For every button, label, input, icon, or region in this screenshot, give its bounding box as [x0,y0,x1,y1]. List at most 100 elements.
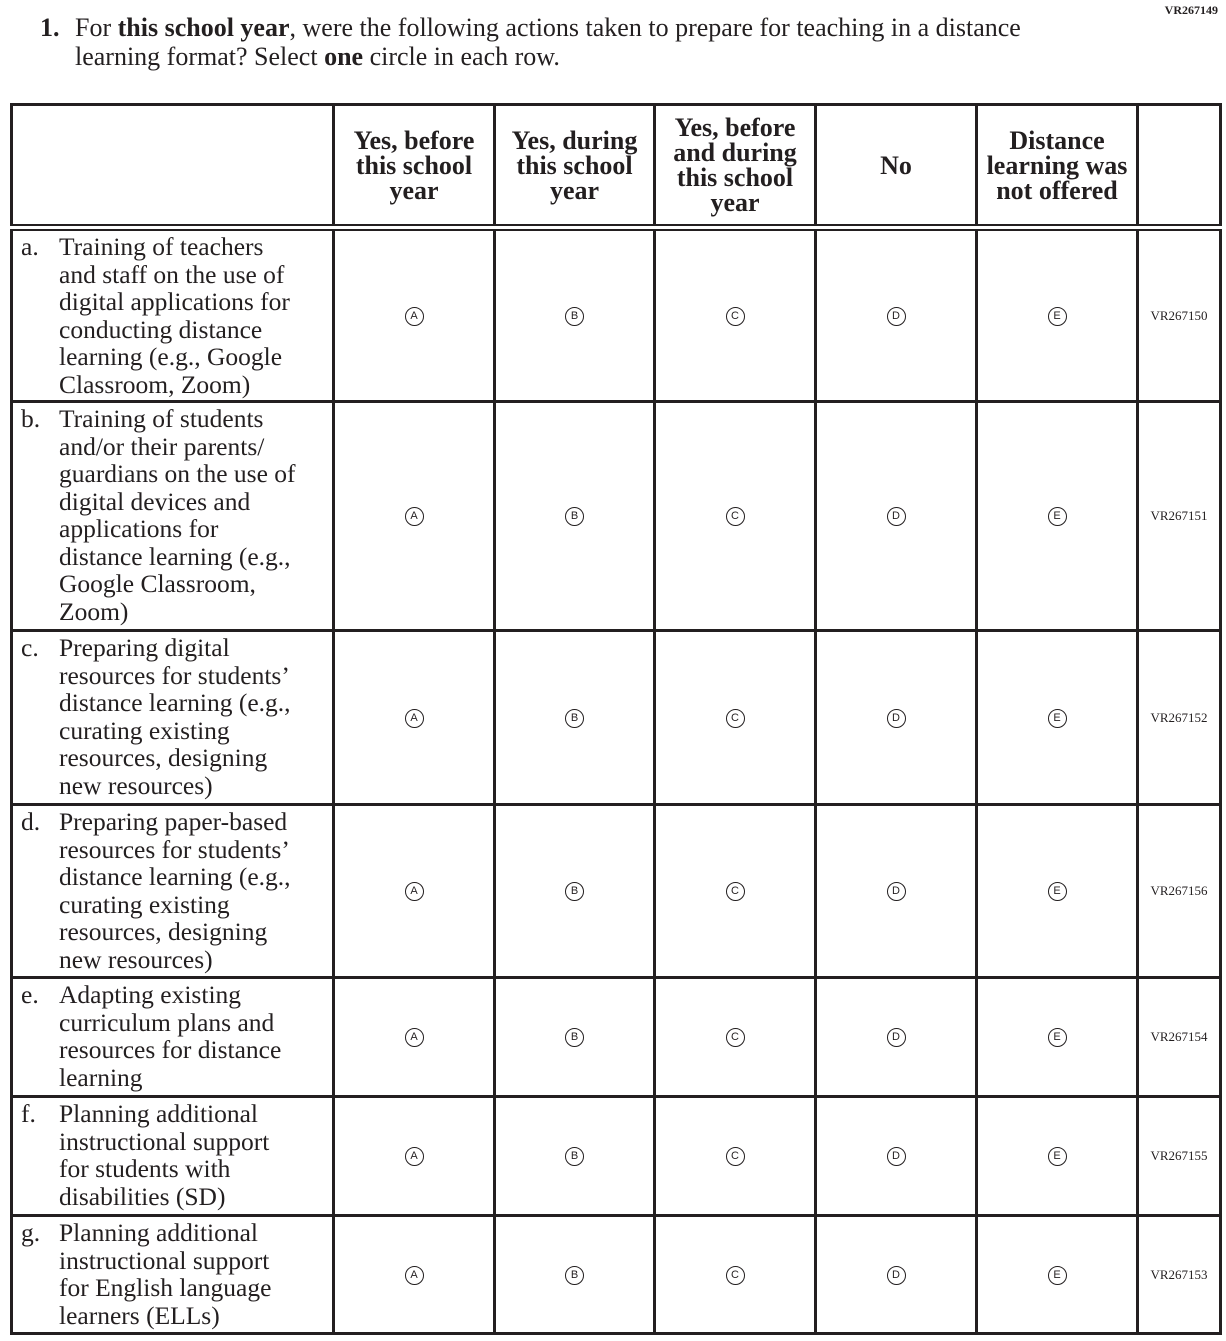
radio-bubble-d[interactable]: D [886,708,906,728]
radio-bubble-d[interactable]: D [886,1147,906,1166]
radio-bubble-c[interactable]: C [725,1028,745,1047]
option-cell: C [653,1095,817,1217]
row-code: VR267153 [1136,1214,1222,1335]
radio-bubble-c[interactable]: C [725,708,745,728]
row-label-line: guardians on the use of [59,459,296,488]
question-part: this school year [117,13,290,42]
row-label-line: applications for [59,514,219,543]
option-cell: A [332,976,496,1098]
column-header: No [814,103,978,231]
table-row: c. Preparing digital resources for student… [10,629,1222,806]
row-label: d. Preparing paper-based resources for stu… [10,803,335,979]
row-label: f. Planning additional instructional suppo… [10,1095,335,1217]
radio-bubble-e[interactable]: E [1047,1028,1067,1047]
response-grid: Yes, before this school year Yes, during thi… [10,103,1222,1335]
radio-bubble-c[interactable]: C [725,1265,745,1285]
row-label-line: resources, designing [59,917,268,946]
row-label-line: distance learning (e.g., [59,541,291,571]
radio-bubble-c[interactable]: C [725,882,745,901]
option-cell: C [653,976,817,1098]
radio-bubble-d[interactable]: D [886,1265,906,1285]
radio-bubble-b[interactable]: B [565,306,584,326]
question-part: one [324,42,364,71]
radio-bubble-d[interactable]: D [886,507,906,526]
column-header-line: year [710,188,760,217]
row-code: VR267154 [1136,976,1222,1098]
radio-bubble-d[interactable]: D [886,882,906,901]
radio-bubble-a[interactable]: A [404,708,424,728]
radio-bubble-d[interactable]: D [886,1028,906,1047]
option-cell: E [975,400,1139,632]
radio-bubble-c[interactable]: C [725,306,745,326]
radio-bubble-b[interactable]: B [565,1028,584,1047]
row-label-line: Adapting existing [59,980,242,1009]
question-prompt: For this school year, were the following… [75,13,1090,71]
radio-bubble-b[interactable]: B [565,1265,584,1285]
radio-bubble-c[interactable]: C [725,1147,745,1166]
row-label-line: new resources) [59,770,213,800]
row-code: VR267150 [1136,226,1222,403]
radio-bubble-e[interactable]: E [1047,1265,1067,1285]
row-label-line: resources, designing [59,743,268,772]
radio-bubble-a[interactable]: A [404,1147,424,1166]
radio-bubble-b[interactable]: B [565,708,584,728]
radio-bubble-a[interactable]: A [404,507,424,526]
radio-bubble-a[interactable]: A [404,306,424,326]
question-number: 1. [40,13,60,42]
option-cell: D [814,976,978,1098]
radio-bubble-e[interactable]: E [1047,708,1067,728]
radio-bubble-a[interactable]: A [404,882,424,901]
option-cell: C [653,1214,817,1335]
radio-bubble-b[interactable]: B [565,1147,584,1166]
row-label-line: distance learning (e.g., [59,862,291,891]
row-label-line: Preparing paper-based [59,807,288,836]
radio-bubble-a[interactable]: A [404,1265,424,1285]
table-row: g. Planning additional instructional suppo… [10,1214,1222,1335]
column-header-line: this school [355,150,473,180]
row-label-line: disabilities (SD) [59,1181,226,1211]
radio-bubble-d[interactable]: D [886,306,906,326]
column-header-line: this school [516,150,633,180]
row-label-line: curriculum plans and [59,1007,275,1037]
option-cell: E [975,629,1139,806]
row-label-line: instructional support [59,1126,270,1156]
table-row: e. Adapting existing curriculum plans and r… [10,976,1222,1098]
column-header: Distance learning was not offered [975,103,1139,231]
row-label-line: curating existing [59,889,230,919]
row-label-line: for students with [59,1154,231,1183]
table-row: f. Planning additional instructional suppo… [10,1095,1222,1217]
row-label-line: Training of students [59,404,264,433]
row-label-line: digital devices and [59,486,251,516]
radio-bubble-e[interactable]: E [1047,882,1067,901]
table-row: d. Preparing paper-based resources for stu… [10,803,1222,979]
row-label-line: distance learning (e.g., [59,688,291,717]
option-cell: E [975,1214,1139,1335]
column-header-line: No [880,150,912,180]
row-label-line: learning [59,1062,143,1092]
radio-bubble-a[interactable]: A [404,1028,424,1047]
column-header-line: year [549,175,600,205]
option-cell: A [332,803,496,979]
header-code-blank [1136,103,1222,231]
radio-bubble-e[interactable]: E [1047,306,1067,326]
radio-bubble-e[interactable]: E [1047,507,1067,526]
radio-bubble-b[interactable]: B [565,507,584,526]
radio-bubble-e[interactable]: E [1047,1147,1067,1166]
radio-bubble-b[interactable]: B [565,882,584,901]
form-id: VR267149 [1164,3,1218,17]
option-cell: E [975,1095,1139,1217]
row-letter: f. [21,1099,36,1128]
option-cell: D [814,1214,978,1335]
header-row: Yes, before this school year Yes, during thi… [10,103,1222,231]
column-header-line: learning was [986,150,1128,180]
row-letter: e. [21,980,39,1009]
option-cell: A [332,400,496,632]
option-cell: B [493,803,656,979]
radio-bubble-c[interactable]: C [725,507,745,526]
option-cell: D [814,629,978,806]
option-cell: D [814,400,978,632]
option-cell: E [975,803,1139,979]
row-letter: c. [21,633,39,662]
option-cell: D [814,803,978,979]
row-label-line: and/or their parents/ [59,431,265,461]
